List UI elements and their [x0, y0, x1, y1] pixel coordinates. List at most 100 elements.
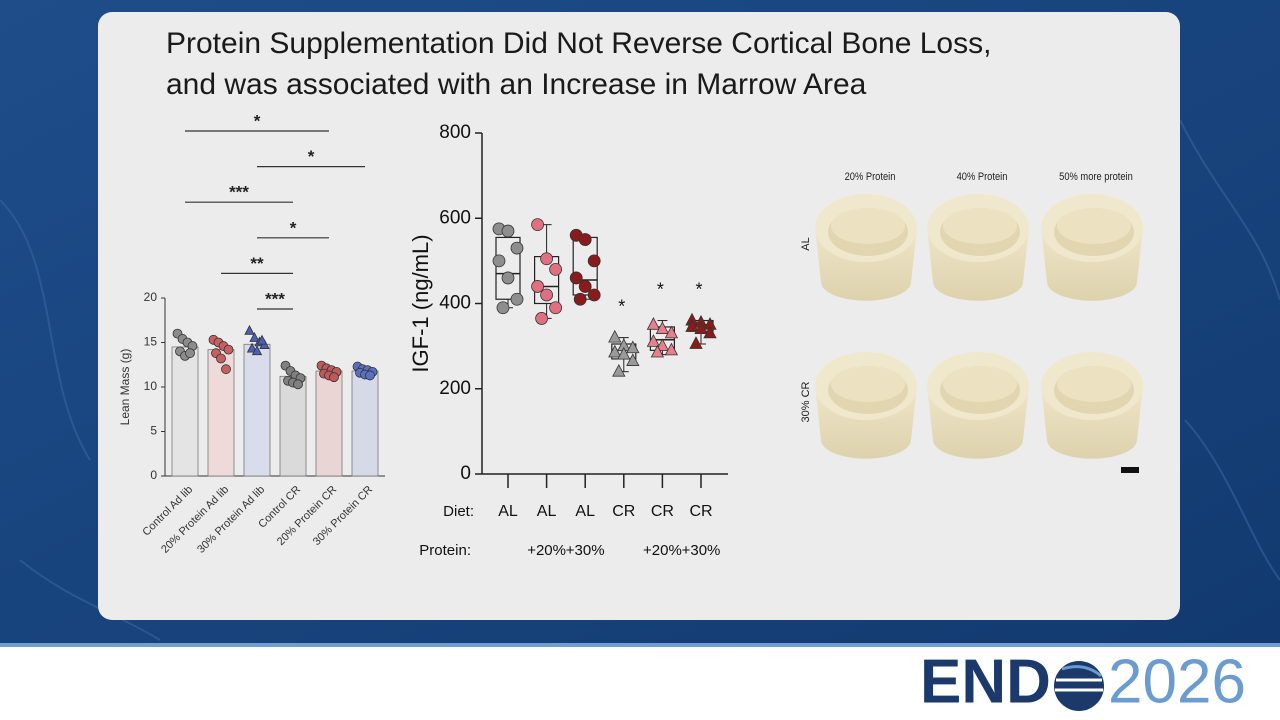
- data-point: [664, 325, 679, 339]
- data-point: [540, 288, 553, 302]
- data-point: [531, 218, 544, 232]
- data-point: [501, 271, 515, 285]
- data-point: [689, 336, 703, 349]
- data-point: [587, 254, 601, 268]
- x-tick-label: AL: [575, 503, 595, 520]
- data-point: [612, 363, 626, 377]
- data-point: [540, 252, 553, 266]
- data-point: [569, 271, 583, 285]
- data-point: [578, 233, 592, 246]
- image-column-label: 20% Protein: [845, 171, 896, 183]
- data-point: [587, 288, 601, 302]
- significance-label: ***: [265, 289, 285, 308]
- data-point: [655, 321, 670, 334]
- slide-title: and was associated with an Increase in M…: [166, 68, 867, 101]
- data-point: [249, 332, 260, 342]
- significance-label: ***: [229, 183, 249, 202]
- bone-marrow-shadow: [943, 366, 1017, 402]
- y-tick-label: 20: [144, 290, 158, 304]
- data-point: [510, 292, 524, 306]
- y-axis-label: Lean Mass (g): [118, 349, 132, 426]
- data-point: [664, 342, 679, 356]
- data-point: [365, 370, 375, 381]
- bone-marrow-shadow: [1057, 208, 1131, 244]
- bar: [171, 346, 199, 477]
- data-point: [646, 317, 661, 330]
- data-point: [293, 379, 303, 390]
- background-texture: [0, 119, 1280, 641]
- y-tick-label: 400: [439, 293, 471, 314]
- data-point: [617, 346, 631, 360]
- data-point: [608, 344, 622, 358]
- bone-marrow-shadow: [831, 366, 905, 402]
- bone-images: 20% Protein 40% Protein 50% more protein AL…: [800, 171, 1143, 473]
- data-point: [578, 280, 592, 293]
- data-point: [496, 301, 510, 315]
- data-point: [549, 301, 562, 315]
- data-point: [244, 324, 255, 335]
- data-point: [626, 353, 640, 366]
- data-point: [646, 334, 661, 347]
- logo: END 2026: [920, 647, 1246, 716]
- data-point: [251, 345, 263, 356]
- significance-label: *: [618, 296, 625, 316]
- y-tick-label: 5: [150, 424, 157, 438]
- row-label: Diet:: [443, 503, 474, 520]
- data-point: [256, 334, 268, 345]
- significance-label: *: [657, 279, 664, 299]
- x-tick-label: CR: [612, 503, 635, 520]
- y-tick-label: 800: [439, 122, 471, 143]
- data-point: [626, 340, 640, 354]
- scale-bar: [1121, 467, 1139, 473]
- logo-globe: [1054, 661, 1104, 711]
- protein-label: +20%: [643, 542, 682, 559]
- x-tick-label: AL: [498, 503, 518, 520]
- data-point: [329, 372, 339, 383]
- bone-marrow-shadow: [943, 208, 1017, 244]
- image-column-label: 50% more protein: [1059, 171, 1133, 183]
- protein-label: +30%: [682, 542, 721, 559]
- data-point: [246, 342, 258, 353]
- image-row-label: 30% CR: [800, 381, 812, 422]
- data-point: [703, 325, 717, 339]
- bar: [315, 370, 343, 477]
- x-tick-label: AL: [537, 503, 557, 520]
- bone-marrow-shadow: [831, 208, 905, 244]
- data-point: [216, 353, 226, 364]
- significance-label: *: [308, 147, 315, 166]
- data-point: [685, 319, 699, 332]
- significance-label: *: [254, 111, 261, 130]
- bone-marrow-shadow: [1057, 366, 1131, 402]
- data-point: [492, 254, 506, 268]
- data-point: [573, 292, 587, 306]
- data-point: [655, 338, 670, 352]
- y-tick-label: 0: [150, 468, 157, 482]
- y-tick-label: 200: [439, 378, 471, 399]
- slide-title: Protein Supplementation Did Not Reverse …: [166, 27, 991, 60]
- data-point: [650, 344, 665, 358]
- image-column-label: 40% Protein: [957, 171, 1008, 183]
- data-point: [501, 224, 515, 238]
- x-tick-label: CR: [651, 503, 674, 520]
- logo-year: 2026: [1108, 647, 1246, 716]
- x-tick-label: CR: [689, 503, 712, 520]
- significance-label: **: [250, 254, 264, 273]
- data-point: [221, 364, 231, 375]
- protein-label: +30%: [566, 542, 605, 559]
- y-tick-label: 0: [460, 463, 471, 484]
- data-point: [535, 312, 548, 325]
- logo-end: END: [920, 647, 1051, 716]
- data-point: [608, 329, 622, 343]
- y-tick-label: 600: [439, 207, 471, 228]
- igf1-chart: IGF-1 (ng/mL) 0 200 400 600 800 Diet: Protein: A…: [408, 122, 728, 559]
- data-point: [694, 321, 708, 334]
- image-row-label: AL: [800, 237, 812, 250]
- row-label: Protein:: [419, 542, 471, 559]
- y-tick-label: 10: [144, 379, 158, 393]
- data-point: [531, 280, 544, 293]
- protein-label: +20%: [527, 542, 566, 559]
- logo-globe-stripe: [1055, 678, 1103, 692]
